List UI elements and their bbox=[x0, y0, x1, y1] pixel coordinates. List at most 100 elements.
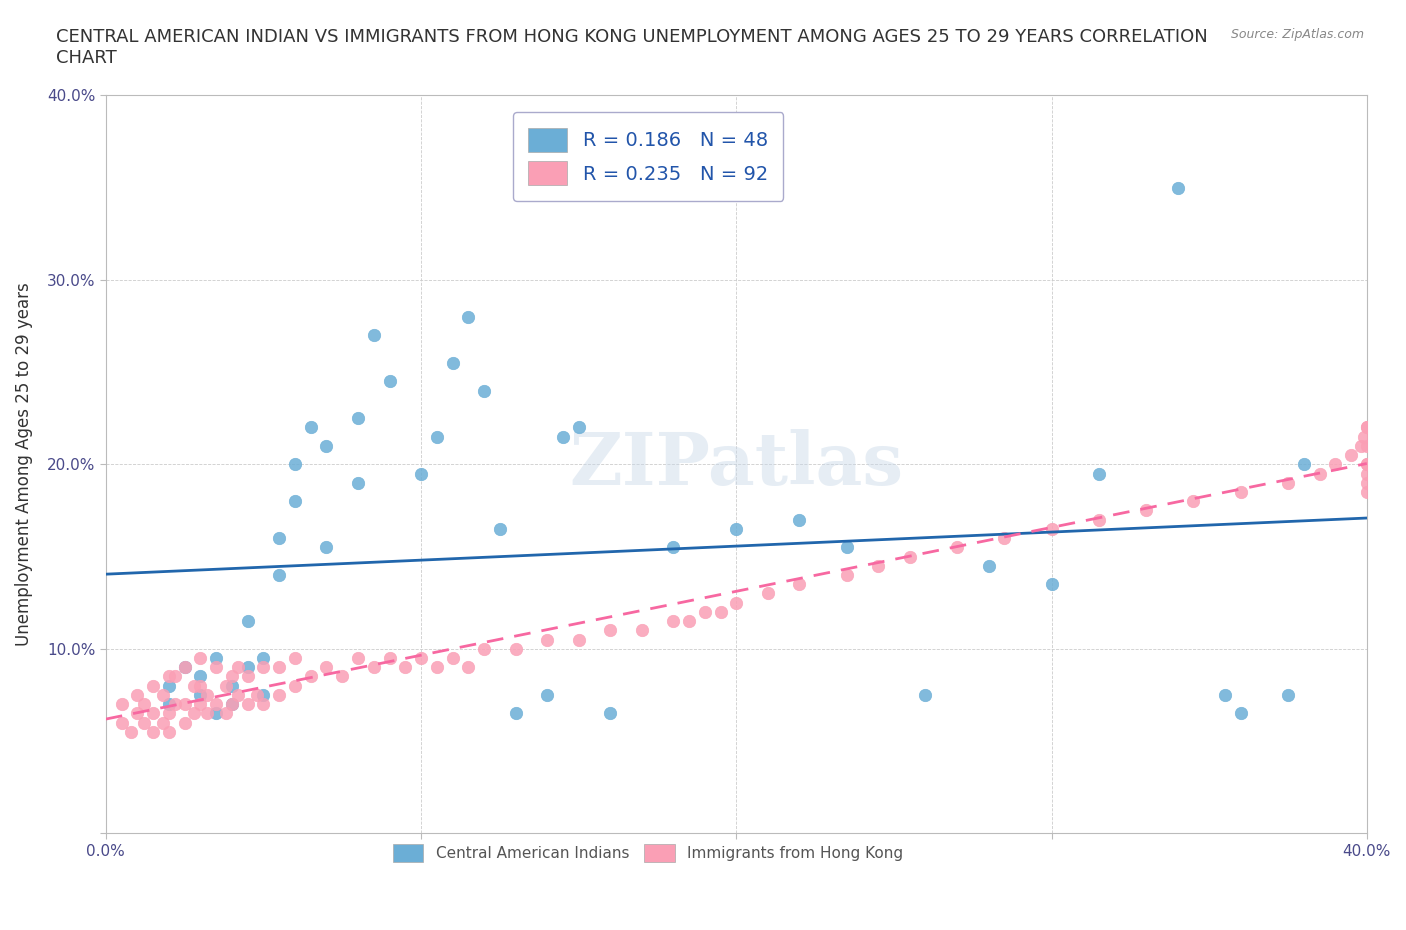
Point bbox=[152, 715, 174, 730]
Point bbox=[246, 687, 269, 702]
Point bbox=[190, 678, 212, 693]
Point bbox=[363, 659, 385, 674]
Point bbox=[127, 687, 149, 702]
Point bbox=[1213, 687, 1236, 702]
Point bbox=[347, 650, 370, 665]
Point bbox=[173, 659, 195, 674]
Point bbox=[252, 687, 274, 702]
Point bbox=[914, 687, 936, 702]
Point bbox=[110, 697, 132, 711]
Point bbox=[173, 697, 195, 711]
Point bbox=[142, 724, 165, 739]
Point bbox=[236, 659, 259, 674]
Point bbox=[441, 650, 464, 665]
Point bbox=[1355, 457, 1378, 472]
Point bbox=[173, 715, 195, 730]
Point bbox=[299, 669, 322, 684]
Point bbox=[165, 697, 187, 711]
Point bbox=[205, 650, 228, 665]
Text: Source: ZipAtlas.com: Source: ZipAtlas.com bbox=[1230, 28, 1364, 41]
Point bbox=[252, 659, 274, 674]
Point bbox=[457, 310, 479, 325]
Point bbox=[1355, 457, 1378, 472]
Point bbox=[835, 567, 858, 582]
Point bbox=[678, 614, 700, 629]
Point bbox=[221, 697, 243, 711]
Point bbox=[214, 706, 236, 721]
Point bbox=[1292, 457, 1315, 472]
Point bbox=[132, 715, 155, 730]
Point bbox=[505, 706, 527, 721]
Point bbox=[173, 659, 195, 674]
Point bbox=[693, 604, 716, 619]
Point bbox=[284, 650, 307, 665]
Point bbox=[1040, 522, 1063, 537]
Point bbox=[789, 577, 811, 591]
Point bbox=[347, 411, 370, 426]
Point bbox=[110, 715, 132, 730]
Point bbox=[630, 623, 652, 638]
Point bbox=[183, 706, 205, 721]
Point bbox=[120, 724, 142, 739]
Point bbox=[205, 659, 228, 674]
Point bbox=[195, 706, 218, 721]
Point bbox=[157, 678, 180, 693]
Point bbox=[190, 669, 212, 684]
Point bbox=[157, 724, 180, 739]
Point bbox=[993, 531, 1015, 546]
Point bbox=[1167, 180, 1189, 195]
Point bbox=[1350, 438, 1372, 453]
Point bbox=[190, 650, 212, 665]
Point bbox=[315, 659, 337, 674]
Point bbox=[551, 429, 574, 444]
Point bbox=[756, 586, 779, 601]
Point bbox=[599, 706, 621, 721]
Point bbox=[165, 669, 187, 684]
Point bbox=[472, 642, 495, 657]
Point bbox=[236, 614, 259, 629]
Point bbox=[1355, 485, 1378, 499]
Point bbox=[946, 539, 969, 554]
Point bbox=[536, 687, 558, 702]
Point bbox=[252, 697, 274, 711]
Point bbox=[1355, 466, 1378, 481]
Point bbox=[132, 697, 155, 711]
Text: ZIPatlas: ZIPatlas bbox=[569, 429, 904, 499]
Point bbox=[157, 669, 180, 684]
Point bbox=[662, 614, 685, 629]
Point bbox=[1277, 687, 1299, 702]
Point bbox=[269, 567, 291, 582]
Point bbox=[269, 531, 291, 546]
Point bbox=[835, 539, 858, 554]
Point bbox=[236, 669, 259, 684]
Point bbox=[284, 678, 307, 693]
Point bbox=[269, 659, 291, 674]
Point bbox=[426, 659, 449, 674]
Point bbox=[205, 706, 228, 721]
Point bbox=[472, 383, 495, 398]
Point bbox=[195, 687, 218, 702]
Point bbox=[1135, 503, 1157, 518]
Point bbox=[157, 706, 180, 721]
Point bbox=[1355, 438, 1378, 453]
Point bbox=[236, 697, 259, 711]
Point bbox=[898, 549, 921, 564]
Point bbox=[269, 687, 291, 702]
Point bbox=[1308, 466, 1330, 481]
Point bbox=[789, 512, 811, 527]
Point bbox=[489, 522, 512, 537]
Point bbox=[190, 687, 212, 702]
Point bbox=[662, 539, 685, 554]
Point bbox=[1355, 420, 1378, 435]
Point bbox=[378, 374, 401, 389]
Point bbox=[725, 522, 748, 537]
Point bbox=[252, 650, 274, 665]
Point bbox=[394, 659, 416, 674]
Point bbox=[347, 475, 370, 490]
Point bbox=[214, 678, 236, 693]
Point bbox=[457, 659, 479, 674]
Point bbox=[426, 429, 449, 444]
Point bbox=[409, 650, 432, 665]
Point bbox=[157, 697, 180, 711]
Point bbox=[221, 697, 243, 711]
